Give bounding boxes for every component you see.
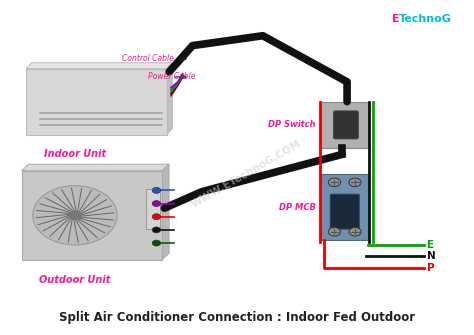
Polygon shape	[162, 164, 169, 260]
Text: DP MCB: DP MCB	[279, 203, 316, 211]
Text: WWW.ETechnoG.COM: WWW.ETechnoG.COM	[190, 138, 303, 210]
Circle shape	[349, 178, 361, 187]
Text: N: N	[427, 251, 436, 261]
Bar	[21, 171, 162, 260]
Circle shape	[328, 227, 340, 236]
Text: DP Switch: DP Switch	[268, 120, 316, 129]
Circle shape	[328, 178, 340, 187]
Text: Indoor Unit: Indoor Unit	[45, 149, 107, 159]
Text: P: P	[427, 263, 434, 273]
Bar	[146, 189, 160, 228]
Circle shape	[69, 211, 81, 219]
Polygon shape	[167, 63, 173, 135]
Text: E: E	[427, 240, 434, 250]
Text: Power Cable: Power Cable	[148, 72, 195, 81]
Text: Control Cable: Control Cable	[122, 54, 186, 63]
Circle shape	[349, 227, 361, 236]
Polygon shape	[26, 63, 173, 69]
Text: Outdoor Unit: Outdoor Unit	[39, 275, 110, 284]
Circle shape	[152, 227, 161, 233]
FancyBboxPatch shape	[330, 194, 359, 229]
Circle shape	[152, 187, 161, 193]
Text: E: E	[392, 14, 399, 24]
Circle shape	[152, 201, 161, 206]
Polygon shape	[21, 164, 169, 171]
Circle shape	[152, 240, 161, 246]
Circle shape	[152, 214, 161, 220]
FancyBboxPatch shape	[334, 111, 358, 139]
Circle shape	[33, 186, 117, 245]
Bar	[26, 69, 167, 135]
Text: Split Air Conditioner Connection : Indoor Fed Outdoor: Split Air Conditioner Connection : Indoo…	[59, 311, 415, 324]
Text: TechnoG: TechnoG	[399, 14, 452, 24]
Bar	[321, 102, 368, 148]
Bar	[321, 174, 368, 240]
